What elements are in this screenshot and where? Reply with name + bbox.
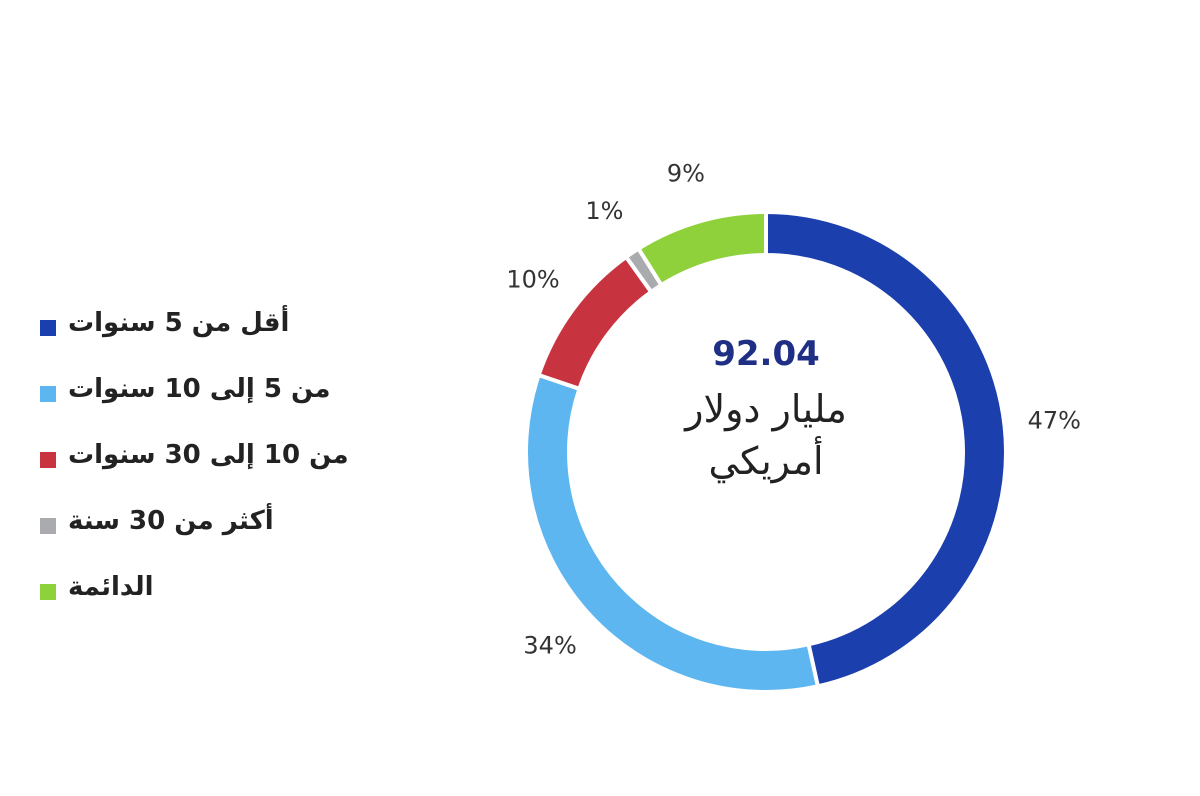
legend-label: الدائمة bbox=[68, 572, 154, 602]
percent-label-less-than-5-years: 47% bbox=[1028, 406, 1081, 434]
legend-swatch bbox=[40, 386, 56, 402]
percent-label-5-to-10-years: 34% bbox=[523, 632, 576, 660]
legend-item-5-to-10-years: من 5 إلى 10 سنوات bbox=[38, 366, 358, 432]
percent-labels: 47% 34% 10% 1% 9% bbox=[506, 159, 1081, 659]
legend-label: أقل من 5 سنوات bbox=[68, 308, 290, 338]
legend-label: من 10 إلى 30 سنوات bbox=[68, 440, 349, 470]
center-total-value: 92.04 bbox=[712, 334, 820, 374]
legend-swatch bbox=[40, 452, 56, 468]
legend-label: من 5 إلى 10 سنوات bbox=[68, 374, 331, 404]
legend-item-perpetual: الدائمة bbox=[38, 564, 358, 630]
legend-item-10-to-30-years: من 10 إلى 30 سنوات bbox=[38, 432, 358, 498]
legend-item-less-than-5-years: أقل من 5 سنوات bbox=[38, 300, 358, 366]
center-unit-line2: أمريكي bbox=[708, 436, 823, 484]
percent-label-10-to-30-years: 10% bbox=[506, 265, 559, 293]
legend-swatch bbox=[40, 518, 56, 534]
legend-swatch bbox=[40, 584, 56, 600]
donut-slice-less-than-5-years bbox=[764, 209, 1008, 689]
legend-label: أكثر من 30 سنة bbox=[68, 506, 274, 536]
legend-swatch bbox=[40, 320, 56, 336]
donut-slice-perpetual bbox=[635, 209, 768, 288]
legend-item-more-than-30-years: أكثر من 30 سنة bbox=[38, 498, 358, 564]
chart-legend: أقل من 5 سنوات من 5 إلى 10 سنوات من 10 إ… bbox=[38, 300, 358, 630]
donut-slices bbox=[524, 209, 1008, 694]
center-unit-line1: مليار دولار bbox=[683, 387, 847, 432]
percent-label-perpetual: 9% bbox=[667, 159, 705, 187]
percent-label-more-than-30-years: 1% bbox=[585, 197, 623, 225]
